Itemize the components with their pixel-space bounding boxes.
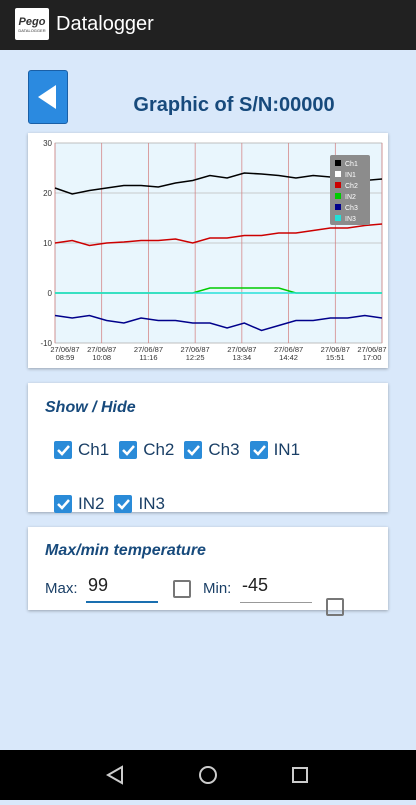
x-tick-label: 10:08: [92, 353, 111, 362]
legend-label: Ch3: [345, 205, 358, 212]
max-label: Max:: [45, 580, 78, 597]
legend-label: IN2: [345, 194, 356, 201]
section-title: Max/min temperature: [45, 542, 206, 559]
checkbox[interactable]: [114, 495, 133, 513]
option-label: Ch3: [208, 440, 240, 459]
app-bar: Pego DATALOGGER Datalogger: [0, 0, 416, 50]
x-tick-label: 13:34: [232, 353, 251, 362]
legend-label: IN3: [345, 216, 356, 223]
x-tick-label: 17:00: [363, 353, 382, 362]
x-tick-label: 11:16: [139, 353, 157, 362]
x-tick-label: 27/06/87: [50, 345, 79, 354]
show-hide-panel: Show / Hide Ch1 Ch2 Ch3 IN1 IN2 IN3: [28, 383, 388, 515]
nav-back[interactable]: [105, 765, 123, 785]
checkbox[interactable]: [54, 441, 72, 459]
check-icon: [117, 499, 131, 510]
x-tick-label: 27/06/87: [321, 345, 350, 354]
logo-caption: DATALOGGER: [18, 28, 46, 33]
legend-swatch: [335, 193, 341, 199]
check-icon: [122, 445, 136, 456]
y-tick-label: 30: [43, 139, 52, 148]
option-label: IN2: [78, 494, 105, 513]
x-tick-label: 27/06/87: [274, 345, 303, 354]
option-label: Ch2: [143, 440, 175, 459]
x-tick-label: 27/06/87: [181, 345, 210, 354]
series-line: [54, 223, 383, 247]
chart: -10010203027/06/8708:5927/06/8710:0827/0…: [40, 139, 386, 362]
options: Ch1 Ch2 Ch3 IN1 IN2 IN3: [54, 439, 374, 515]
x-tick-label: 27/06/87: [357, 345, 386, 354]
option[interactable]: Ch1: [54, 439, 109, 461]
option[interactable]: Ch3: [184, 439, 240, 461]
legend-swatch: [335, 204, 341, 210]
nav-bar: [0, 750, 416, 800]
back-button[interactable]: [28, 70, 68, 124]
legend-swatch: [335, 160, 341, 166]
legend-swatch: [335, 171, 341, 177]
x-tick-label: 27/06/87: [227, 345, 256, 354]
option-label: Ch1: [78, 440, 110, 459]
app-title: Datalogger: [56, 13, 154, 35]
logo-brand: Pego: [18, 16, 46, 28]
max-checkbox[interactable]: [173, 580, 191, 598]
option[interactable]: IN3: [114, 493, 165, 515]
back-icon: [38, 85, 56, 109]
x-tick-label: 15:51: [326, 353, 345, 362]
max-min-panel: Max/min temperature Max: 99 Min: -45: [28, 527, 388, 616]
nav-recents[interactable]: [292, 767, 308, 783]
legend-label: Ch2: [345, 183, 358, 190]
x-tick-label: 08:59: [56, 353, 75, 362]
legend-swatch: [335, 215, 341, 221]
x-tick-label: 27/06/87: [87, 345, 116, 354]
check-icon: [57, 499, 70, 510]
min-input[interactable]: -45: [240, 575, 312, 603]
page-title: Graphic of S/N:00000: [133, 94, 335, 116]
check-icon: [57, 445, 70, 456]
checkbox[interactable]: [54, 495, 72, 513]
max-input[interactable]: 99: [86, 575, 158, 603]
logo: Pego DATALOGGER: [15, 8, 49, 40]
y-tick-label: 20: [43, 189, 52, 198]
option[interactable]: IN1: [249, 439, 301, 461]
y-tick-label: 0: [48, 289, 53, 298]
option[interactable]: IN2: [54, 493, 104, 515]
checkbox[interactable]: [184, 441, 203, 459]
chart-panel: -10 0 10 20 30 27/06/87 08:59 27/06/87 10:08 27/0…: [28, 133, 388, 368]
check-icon: [252, 445, 266, 456]
series-line: [54, 171, 383, 195]
checkbox[interactable]: [249, 441, 268, 459]
x-tick-label: 14:42: [279, 353, 298, 362]
option-label: IN1: [273, 440, 301, 459]
section-title: Show / Hide: [45, 399, 136, 416]
option[interactable]: Ch2: [119, 439, 174, 461]
series-line: [54, 314, 383, 332]
min-label: Min:: [203, 580, 232, 597]
legend-swatch: [335, 182, 341, 188]
check-icon: [187, 445, 201, 456]
y-tick-label: 10: [43, 239, 52, 248]
y-tick-label: -10: [40, 339, 52, 348]
nav-home[interactable]: [199, 766, 217, 784]
min-checkbox[interactable]: [326, 598, 344, 616]
nav-icons: [105, 765, 308, 785]
legend-label: Ch1: [345, 161, 358, 168]
checkbox[interactable]: [119, 441, 138, 459]
x-tick-label: 12:25: [186, 353, 205, 362]
option-label: IN3: [138, 494, 165, 513]
x-tick-label: 27/06/87: [134, 345, 163, 354]
legend-label: IN1: [345, 172, 356, 179]
